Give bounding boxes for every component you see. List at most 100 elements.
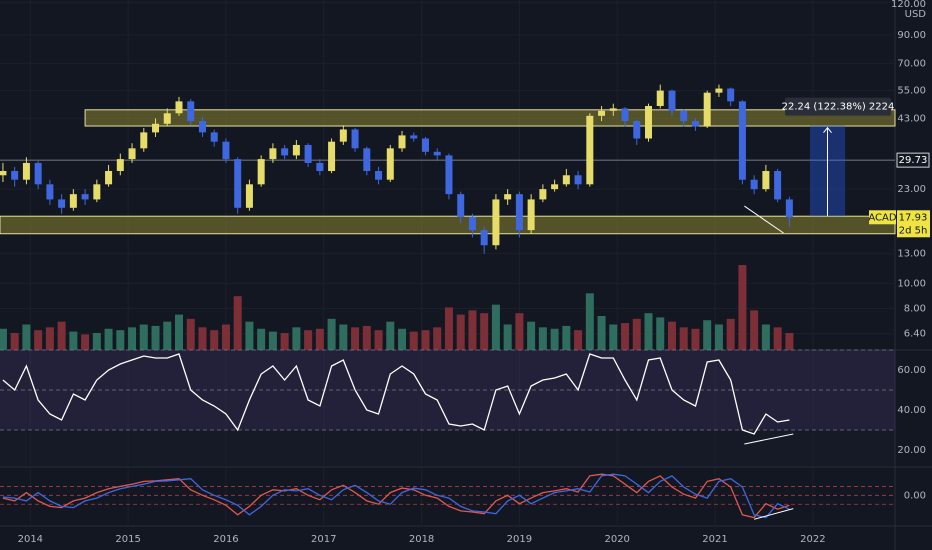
volume-bar bbox=[139, 324, 148, 350]
y-tick-label: 23.00 bbox=[897, 184, 926, 195]
measure-arrowhead bbox=[823, 126, 832, 133]
candle-body bbox=[785, 199, 793, 218]
candle-body bbox=[292, 144, 300, 156]
volume-bar bbox=[421, 330, 430, 350]
x-tick-label: 2022 bbox=[800, 534, 825, 545]
last-price-box bbox=[897, 210, 930, 238]
volume-bar bbox=[444, 307, 453, 350]
volume-bar bbox=[0, 328, 7, 350]
volume-bar bbox=[116, 330, 125, 350]
x-tick-label: 2019 bbox=[507, 534, 532, 545]
candle-body bbox=[81, 194, 89, 200]
candle-body bbox=[398, 135, 406, 149]
volume-bar bbox=[339, 324, 348, 350]
volume-bar bbox=[761, 324, 770, 350]
volume-bar bbox=[480, 313, 489, 350]
candle-body bbox=[69, 194, 77, 208]
candle-body bbox=[11, 171, 19, 180]
candle-body bbox=[539, 189, 547, 200]
volume-bar bbox=[562, 325, 571, 350]
y-tick-label: 10.00 bbox=[897, 278, 926, 289]
volume-bar bbox=[128, 327, 137, 350]
support-resistance-zone bbox=[84, 109, 896, 127]
x-tick-label: 2014 bbox=[18, 534, 43, 545]
volume-bar bbox=[503, 324, 512, 350]
candle-body bbox=[480, 230, 488, 246]
candle-body bbox=[586, 115, 594, 185]
rsi-line bbox=[2, 353, 790, 435]
candle-body bbox=[316, 162, 324, 172]
candle-body bbox=[468, 216, 476, 231]
candle-body bbox=[22, 162, 30, 180]
volume-bar bbox=[409, 331, 418, 350]
volume-bar bbox=[621, 323, 630, 350]
candle-body bbox=[304, 144, 312, 163]
candle-body bbox=[715, 88, 723, 93]
volume-bar bbox=[245, 321, 254, 350]
volume-bar bbox=[433, 327, 442, 350]
volume-bar bbox=[386, 321, 395, 350]
candle-body bbox=[433, 151, 441, 156]
candle-body bbox=[457, 194, 465, 217]
candle-body bbox=[598, 110, 606, 116]
volume-bar bbox=[10, 333, 19, 350]
y-tick-label: 13.00 bbox=[897, 249, 926, 260]
symbol-box bbox=[869, 210, 896, 225]
volume-bar bbox=[632, 318, 641, 350]
candle-body bbox=[328, 141, 336, 172]
candle-body bbox=[410, 135, 418, 139]
candle-body bbox=[492, 199, 500, 246]
x-tick-label: 2021 bbox=[702, 534, 727, 545]
y-tick-label: 70.00 bbox=[897, 58, 926, 69]
volume-bar bbox=[703, 320, 712, 350]
candle-body bbox=[504, 194, 512, 200]
candle-body bbox=[691, 121, 699, 127]
candle-body bbox=[750, 179, 758, 190]
volume-bar bbox=[597, 316, 606, 350]
trendline bbox=[754, 508, 794, 520]
volume-bar bbox=[667, 321, 676, 350]
y-tick-label: 8.00 bbox=[904, 303, 926, 314]
volume-bar bbox=[585, 293, 594, 350]
volume-bar bbox=[491, 304, 500, 350]
candle-body bbox=[128, 148, 136, 160]
volume-bar bbox=[198, 327, 207, 350]
volume-bar bbox=[81, 334, 90, 350]
y-tick-label: 0.00 bbox=[904, 490, 926, 501]
candle-body bbox=[727, 88, 735, 102]
candle-body bbox=[93, 184, 101, 200]
candle-body bbox=[386, 148, 394, 180]
macd-line bbox=[2, 473, 790, 519]
candle-body bbox=[234, 159, 242, 208]
candle-body bbox=[421, 138, 429, 152]
volume-bar bbox=[351, 327, 360, 350]
x-tick-label: 2018 bbox=[409, 534, 434, 545]
candle-body bbox=[363, 148, 371, 172]
candle-body bbox=[668, 90, 676, 111]
candle-body bbox=[152, 123, 160, 133]
candle-body bbox=[163, 113, 171, 124]
candle-body bbox=[257, 159, 265, 185]
symbol-label: ACAD bbox=[868, 212, 896, 223]
candle-body bbox=[339, 129, 347, 142]
measure-label: 22.24 (122.38%) 2224 bbox=[782, 102, 895, 113]
candle-body bbox=[621, 108, 629, 122]
candle-body bbox=[574, 175, 582, 185]
candle-body bbox=[58, 199, 66, 208]
candle-body bbox=[645, 105, 653, 139]
candle-body bbox=[34, 162, 42, 185]
candle-body bbox=[210, 132, 218, 142]
volume-bar bbox=[304, 330, 313, 350]
volume-bar bbox=[292, 327, 301, 350]
price-marker-box bbox=[896, 152, 930, 168]
y-tick-label: 120.00 bbox=[891, 0, 926, 10]
volume-bar bbox=[726, 318, 735, 350]
volume-bar bbox=[398, 328, 407, 350]
volume-bar bbox=[538, 327, 547, 350]
volume-bar bbox=[550, 328, 559, 350]
volume-bar bbox=[92, 333, 101, 350]
y-tick-label: 60.00 bbox=[897, 365, 926, 376]
volume-bar bbox=[362, 325, 371, 350]
volume-bar bbox=[104, 328, 113, 350]
